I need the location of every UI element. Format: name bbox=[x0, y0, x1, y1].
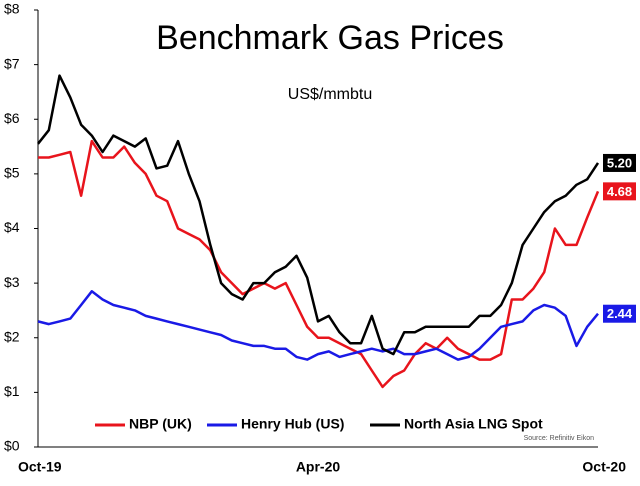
x-tick-label: Oct-20 bbox=[582, 459, 626, 475]
value-label-box bbox=[603, 182, 636, 201]
y-tick-label: $1 bbox=[4, 383, 20, 399]
x-tick-label: Oct-19 bbox=[18, 459, 62, 475]
legend-label: NBP (UK) bbox=[129, 416, 192, 432]
y-tick-label: $4 bbox=[4, 219, 20, 235]
y-tick-label: $2 bbox=[4, 328, 20, 344]
y-tick-label: $5 bbox=[4, 165, 20, 181]
series-line bbox=[37, 74, 600, 356]
series-line bbox=[38, 139, 600, 389]
source-note: Source: Refinitiv Eikon bbox=[524, 435, 595, 442]
y-tick-label: $7 bbox=[4, 55, 20, 71]
chart-subtitle: US$/mmbtu bbox=[288, 86, 372, 103]
y-tick-label: $8 bbox=[4, 1, 20, 17]
y-tick-label: $0 bbox=[4, 438, 20, 454]
y-tick-label: $6 bbox=[4, 110, 20, 126]
value-label-box bbox=[603, 153, 636, 172]
value-label-box bbox=[603, 304, 636, 323]
chart-title: Benchmark Gas Prices bbox=[156, 19, 504, 57]
x-tick-label: Apr-20 bbox=[296, 459, 341, 475]
legend-label: Henry Hub (US) bbox=[241, 416, 344, 432]
value-label: 5.20 bbox=[607, 155, 632, 170]
value-label: 2.44 bbox=[607, 306, 633, 321]
legend-label: North Asia LNG Spot bbox=[404, 416, 543, 432]
value-label: 4.68 bbox=[607, 184, 632, 199]
series-line bbox=[37, 290, 599, 361]
y-tick-label: $3 bbox=[4, 274, 20, 290]
